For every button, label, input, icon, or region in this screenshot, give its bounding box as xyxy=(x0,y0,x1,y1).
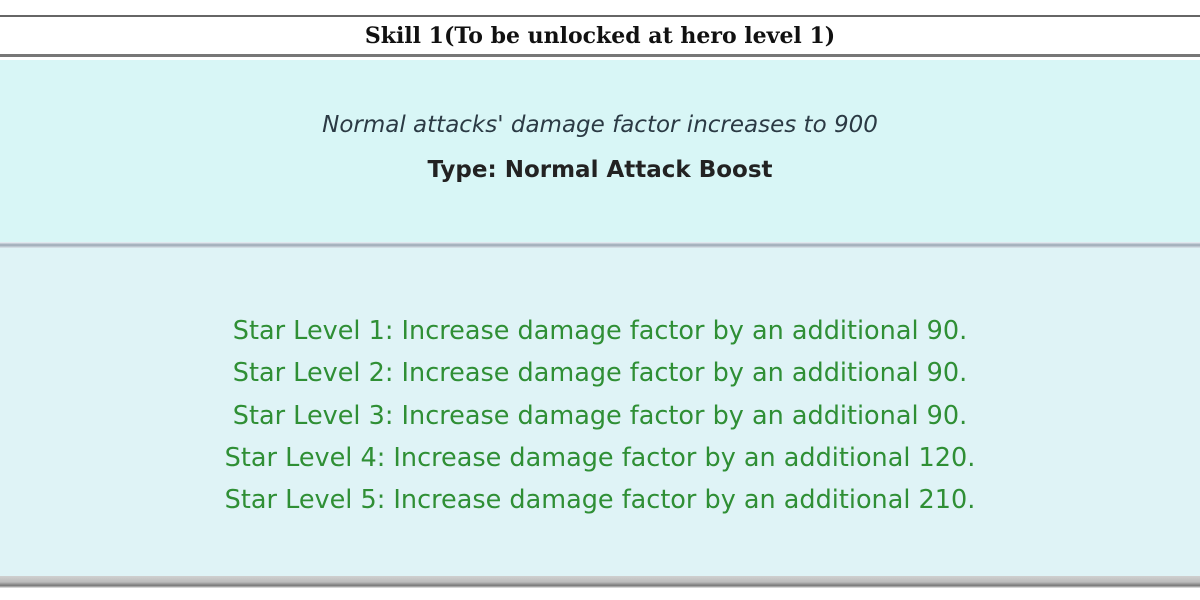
divider xyxy=(0,242,1200,248)
star-level-3: Star Level 3: Increase damage factor by … xyxy=(232,400,968,431)
bottom-border xyxy=(0,576,1200,588)
skill-header: Skill 1(To be unlocked at hero level 1) xyxy=(0,15,1200,57)
skill-description: Normal attacks' damage factor increases … xyxy=(322,112,878,138)
skill-description-panel: Normal attacks' damage factor increases … xyxy=(0,60,1200,243)
star-level-2: Star Level 2: Increase damage factor by … xyxy=(232,358,968,389)
star-levels-panel: Star Level 1: Increase damage factor by … xyxy=(0,248,1200,577)
star-level-5: Star Level 5: Increase damage factor by … xyxy=(224,485,976,516)
star-level-1: Star Level 1: Increase damage factor by … xyxy=(232,316,968,346)
star-level-4: Star Level 4: Increase damage factor by … xyxy=(224,442,976,473)
skill-title: Skill 1(To be unlocked at hero level 1) xyxy=(364,22,836,49)
skill-type: Type: Normal Attack Boost xyxy=(427,157,773,183)
